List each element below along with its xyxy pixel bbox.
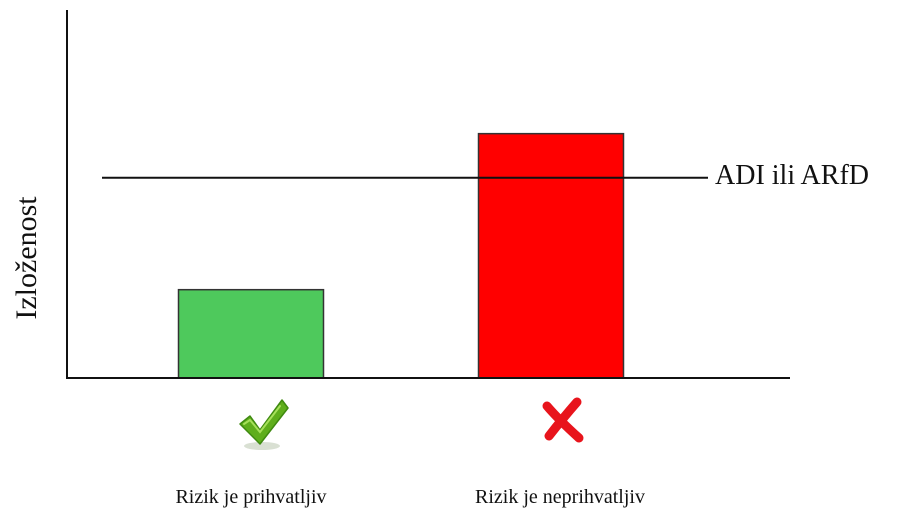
y-axis-label: Izloženost — [10, 196, 43, 320]
category-label: Rizik je neprihvatljiv — [475, 486, 645, 508]
bar — [177, 288, 325, 379]
category-label: Rizik je prihvatljiv — [175, 486, 326, 508]
reference-line-label: ADI ili ARfD — [715, 160, 869, 191]
check-icon — [239, 399, 289, 450]
bars-layer — [177, 132, 625, 379]
cross-icon — [542, 397, 584, 443]
bar — [477, 132, 625, 379]
